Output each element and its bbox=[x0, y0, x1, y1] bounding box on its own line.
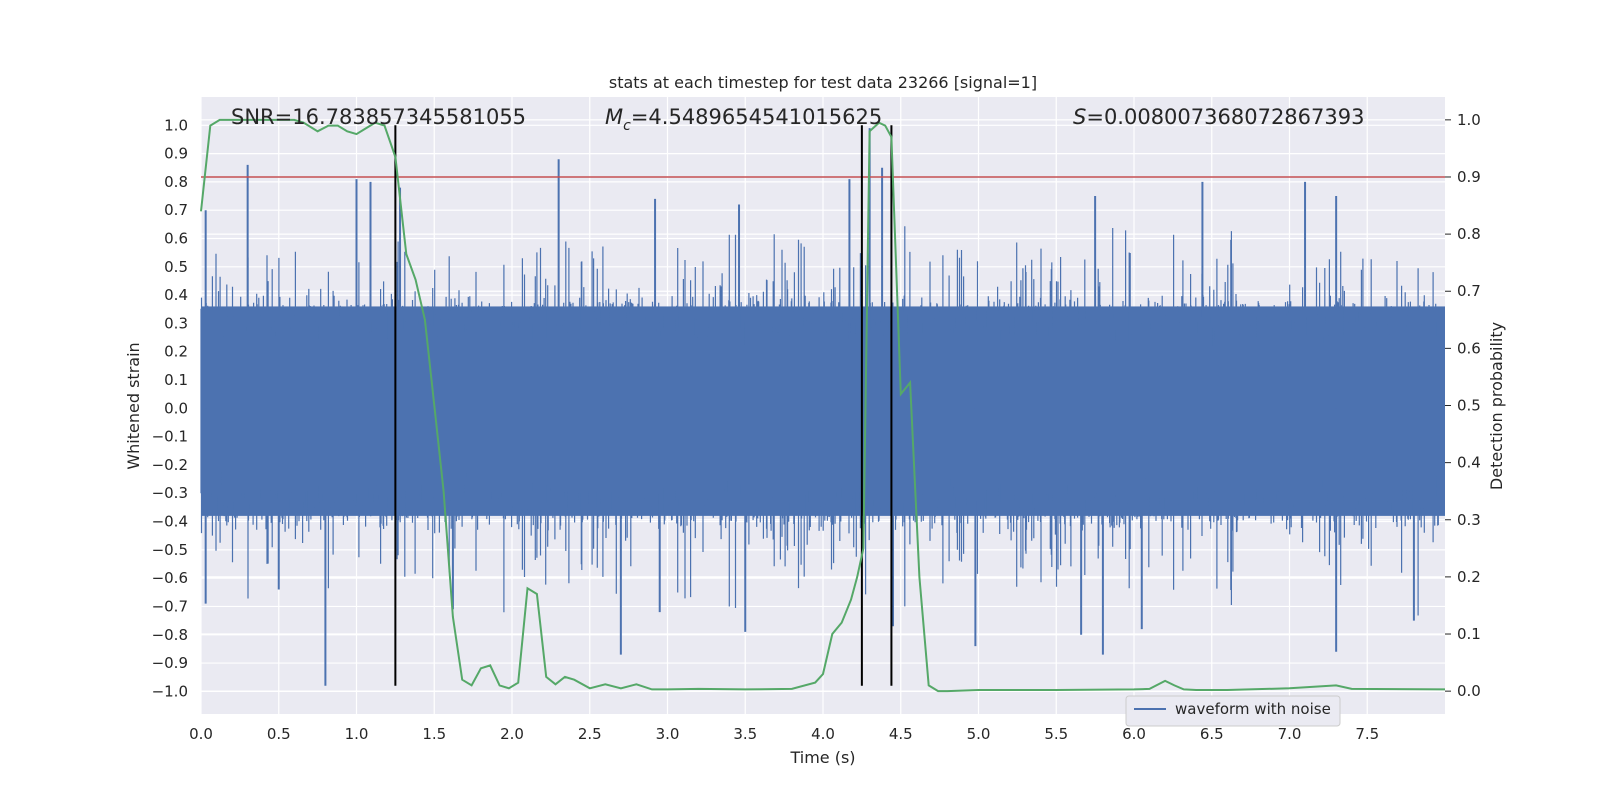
x-tick-label: 2.0 bbox=[500, 725, 524, 743]
y-tick-label-left: 0.6 bbox=[164, 230, 188, 248]
chirp-mass-subscript: c bbox=[623, 118, 631, 134]
y-tick-label-right: 0.8 bbox=[1457, 225, 1481, 243]
chirp-mass-symbol: M bbox=[605, 105, 623, 129]
y-tick-label-right: 0.9 bbox=[1457, 168, 1481, 186]
legend-box bbox=[1125, 695, 1341, 727]
y-tick-label-right: 0.1 bbox=[1457, 625, 1481, 643]
y-tick-label-right: 0.4 bbox=[1457, 454, 1481, 472]
x-tick-label: 6.0 bbox=[1122, 725, 1146, 743]
waveform-series bbox=[200, 128, 1445, 686]
x-tick-label: 2.5 bbox=[578, 725, 602, 743]
y-tick-label-left: −0.6 bbox=[152, 569, 188, 587]
y-tick-label-right: 0.6 bbox=[1457, 339, 1481, 357]
s-value: =0.008007368072867393 bbox=[1086, 105, 1364, 129]
y-tick-label-left: −0.7 bbox=[152, 597, 188, 615]
x-tick-label: 1.5 bbox=[422, 725, 446, 743]
y-tick-label-left: −0.2 bbox=[152, 456, 188, 474]
snr-annotation: SNR=16.783857345581055 bbox=[231, 105, 526, 129]
y-tick-label-left: 0.9 bbox=[164, 145, 188, 163]
y-tick-label-left: −0.4 bbox=[152, 513, 188, 531]
waveform-noise-trace bbox=[200, 226, 1440, 616]
chirp-mass-value: =4.5489654541015625 bbox=[631, 105, 882, 129]
y-tick-label-left: 0.8 bbox=[164, 173, 188, 191]
y-tick-label-left: −0.5 bbox=[152, 541, 188, 559]
detection-probability-line bbox=[200, 118, 1446, 693]
x-tick-label: 3.0 bbox=[656, 725, 680, 743]
x-tick-label: 3.5 bbox=[733, 725, 757, 743]
y-tick-label-right: 0.0 bbox=[1457, 682, 1481, 700]
x-axis-ticks: 0.0 0.5 1.0 1.5 2.0 2.5 3.0 3.5 4.0 4.5 5.0 5.5 6.0 6… bbox=[189, 725, 1379, 743]
y-tick-label-left: −1.0 bbox=[152, 682, 188, 700]
x-tick-label: 4.5 bbox=[889, 725, 913, 743]
y-tick-label-left: −0.3 bbox=[152, 484, 188, 502]
y-axis-left-title: Whitened strain bbox=[124, 342, 143, 469]
chart-title: stats at each timestep for test data 232… bbox=[609, 73, 1037, 92]
y-tick-label-left: −0.8 bbox=[152, 626, 188, 644]
x-tick-label: 0.0 bbox=[189, 725, 213, 743]
s-annotation: S=0.008007368072867393 bbox=[1073, 105, 1364, 129]
y-tick-label-right: 0.5 bbox=[1457, 397, 1481, 415]
y-tick-label-right: 1.0 bbox=[1457, 111, 1481, 129]
s-symbol: S bbox=[1073, 105, 1086, 129]
x-tick-label: 7.0 bbox=[1278, 725, 1302, 743]
x-tick-label: 1.0 bbox=[345, 725, 369, 743]
y-axis-left-ticks: −1.0 −0.9 −0.8 −0.7 −0.6 −0.5 −0.4 −0.3 −0.2 −0.1… bbox=[152, 116, 188, 700]
x-tick-label: 4.0 bbox=[811, 725, 835, 743]
y-tick-label-right: 0.3 bbox=[1457, 511, 1481, 529]
x-tick-label: 0.5 bbox=[267, 725, 291, 743]
x-tick-label: 6.5 bbox=[1200, 725, 1224, 743]
y-tick-label-left: 0.2 bbox=[164, 343, 188, 361]
legend: waveform with noise bbox=[1125, 695, 1341, 727]
x-tick-label: 5.5 bbox=[1044, 725, 1068, 743]
overlay-layer bbox=[200, 118, 1446, 693]
y-tick-label-left: 0.5 bbox=[164, 258, 188, 276]
y-tick-label-left: 0.3 bbox=[164, 314, 188, 332]
chirp-mass-annotation: Mc=4.5489654541015625 bbox=[605, 105, 882, 134]
y-tick-label-right: 0.7 bbox=[1457, 282, 1481, 300]
y-tick-label-left: 1.0 bbox=[164, 116, 188, 134]
x-tick-label: 7.5 bbox=[1355, 725, 1379, 743]
y-tick-label-left: −0.1 bbox=[152, 428, 188, 446]
x-axis-title: Time (s) bbox=[789, 748, 855, 767]
y-tick-label-left: 0.0 bbox=[164, 399, 188, 417]
y-tick-label-left: 0.1 bbox=[164, 371, 188, 389]
y-tick-label-left: 0.7 bbox=[164, 201, 188, 219]
y-axis-right-title: Detection probability bbox=[1487, 322, 1506, 490]
y-axis-right-ticks: 0.0 0.1 0.2 0.3 0.4 0.5 0.6 0.7 0.8 0.9 1.0 bbox=[1445, 111, 1481, 700]
legend-label: waveform with noise bbox=[1175, 700, 1331, 718]
x-tick-label: 5.0 bbox=[967, 725, 991, 743]
y-tick-label-left: 0.4 bbox=[164, 286, 188, 304]
y-tick-label-right: 0.2 bbox=[1457, 568, 1481, 586]
y-tick-label-left: −0.9 bbox=[152, 654, 188, 672]
